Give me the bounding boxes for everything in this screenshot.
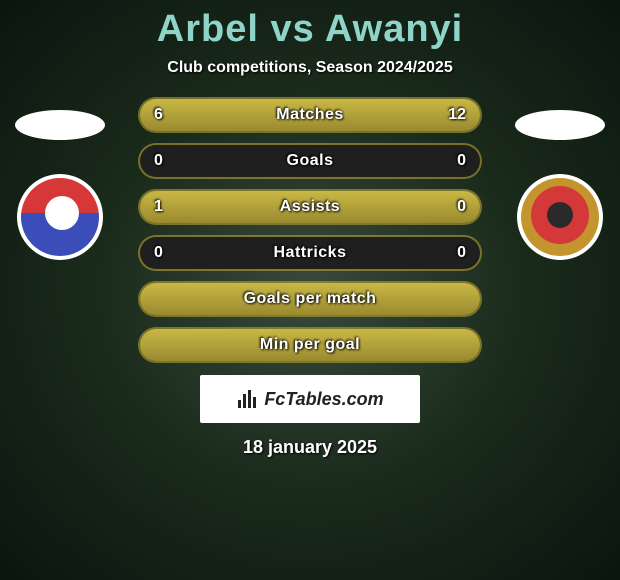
stat-bar: 10Assists [140, 191, 480, 223]
player1-name: Arbel [157, 8, 259, 50]
subtitle: Club competitions, Season 2024/2025 [0, 59, 620, 77]
right-badge-column [510, 110, 610, 290]
left-badge-column [10, 110, 110, 290]
bar-label: Goals [140, 145, 480, 177]
comparison-card: Arbel vs Awanyi Club competitions, Seaso… [0, 0, 620, 580]
stat-bar: 00Hattricks [140, 237, 480, 269]
stat-bar: Goals per match [140, 283, 480, 315]
brand-text: FcTables.com [264, 389, 383, 410]
player1-club-crest [17, 174, 103, 260]
player2-headshot-oval [515, 110, 605, 140]
stat-bar: 612Matches [140, 99, 480, 131]
brand-logo: FcTables.com [200, 375, 420, 423]
stat-bar: Min per goal [140, 329, 480, 361]
date-label: 18 january 2025 [0, 437, 620, 458]
bar-label: Assists [140, 191, 480, 223]
player2-name: Awanyi [325, 8, 463, 50]
bar-label: Goals per match [140, 283, 480, 315]
vs-label: vs [270, 8, 314, 50]
bar-label: Matches [140, 99, 480, 131]
player2-club-crest [517, 174, 603, 260]
crest-graphic-icon [21, 178, 99, 256]
crest-graphic-icon [521, 178, 599, 256]
stat-bar: 00Goals [140, 145, 480, 177]
player1-headshot-oval [15, 110, 105, 140]
title: Arbel vs Awanyi [0, 0, 620, 51]
bar-label: Hattricks [140, 237, 480, 269]
stat-bars: 612Matches 00Goals 10Assists 00Hattricks Goa… [140, 99, 480, 361]
bar-label: Min per goal [140, 329, 480, 361]
